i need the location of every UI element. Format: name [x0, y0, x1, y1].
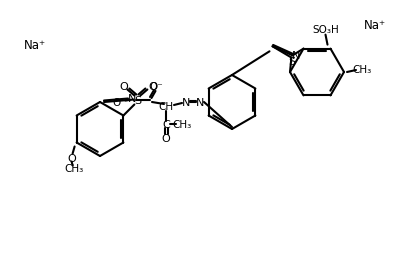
Text: O: O [119, 81, 128, 91]
Text: CH₃: CH₃ [172, 120, 192, 130]
Text: O: O [162, 133, 170, 144]
Text: O: O [148, 81, 157, 91]
Text: O: O [67, 153, 76, 163]
Text: CH₃: CH₃ [64, 164, 83, 174]
Text: C: C [162, 120, 170, 130]
Text: CH₃: CH₃ [352, 65, 371, 75]
Text: S: S [288, 56, 295, 66]
Text: S: S [134, 95, 141, 105]
Text: CH: CH [158, 102, 174, 112]
Text: N: N [182, 98, 190, 108]
Text: N: N [128, 94, 136, 104]
Text: N: N [292, 51, 301, 61]
Text: N: N [196, 98, 204, 108]
Text: Na⁺: Na⁺ [24, 38, 46, 51]
Text: O⁻: O⁻ [113, 97, 126, 107]
Text: O⁻: O⁻ [149, 82, 163, 92]
Text: SO₃H: SO₃H [312, 25, 339, 35]
Text: Na⁺: Na⁺ [364, 19, 386, 31]
